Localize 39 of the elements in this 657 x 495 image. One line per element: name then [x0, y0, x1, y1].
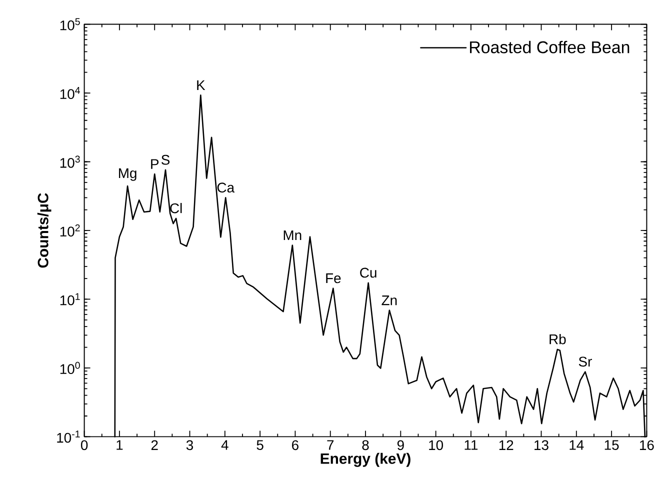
annotation: Cu: [360, 268, 376, 278]
x-tick-label: 14: [570, 440, 584, 450]
x-tick-label: 11: [464, 440, 478, 450]
y-tick-label: 10$^{0}$: [60, 362, 80, 374]
y-tick-label: 10$^{1}$: [60, 293, 80, 306]
x-tick-label: 13: [534, 440, 548, 450]
x-tick-label: 8: [362, 440, 369, 450]
x-tick-label: 0: [80, 440, 88, 450]
annotation: S: [161, 154, 170, 165]
annotation: Rb: [550, 334, 566, 344]
y-tick-label: 10$^{3}$: [60, 156, 80, 168]
x-tick-label: 9: [397, 440, 404, 450]
y-tick-label: 10$^{4}$: [60, 86, 80, 100]
x-tick-label: 12: [499, 440, 514, 450]
x-tick-label: 3: [186, 440, 194, 450]
annotation: Cl: [170, 202, 182, 214]
annotation: Mn: [284, 230, 302, 240]
y-axis-title: Counts/μC: [37, 193, 52, 268]
y-tick-label: 10$^{-1}$: [57, 430, 80, 443]
x-tick-label: 6: [292, 440, 298, 450]
annotation: P: [151, 159, 159, 169]
x-tick-label: 10: [429, 440, 444, 450]
annotation: Mg: [118, 168, 136, 181]
x-tick-label: 1: [116, 440, 123, 450]
x-tick-label: 4: [221, 440, 228, 450]
annotation: Zn: [382, 296, 397, 306]
legend-label: Roasted Coffee Bean: [470, 40, 630, 54]
annotation: K: [197, 80, 206, 90]
y-tick-label: 10$^{5}$: [60, 18, 80, 30]
annotation: Ca: [217, 182, 235, 193]
y-tick-label: 10$^{2}$: [60, 224, 80, 237]
x-tick-label: 15: [604, 440, 619, 450]
annotation: Sr: [578, 356, 592, 367]
x-tick-label: 5: [256, 440, 264, 450]
x-axis-title: Energy (keV): [320, 452, 410, 467]
annotation: Fe: [326, 273, 341, 284]
x-tick-label: 2: [151, 440, 158, 450]
x-tick-label: 16: [640, 440, 654, 450]
x-tick-label: 7: [327, 440, 334, 450]
